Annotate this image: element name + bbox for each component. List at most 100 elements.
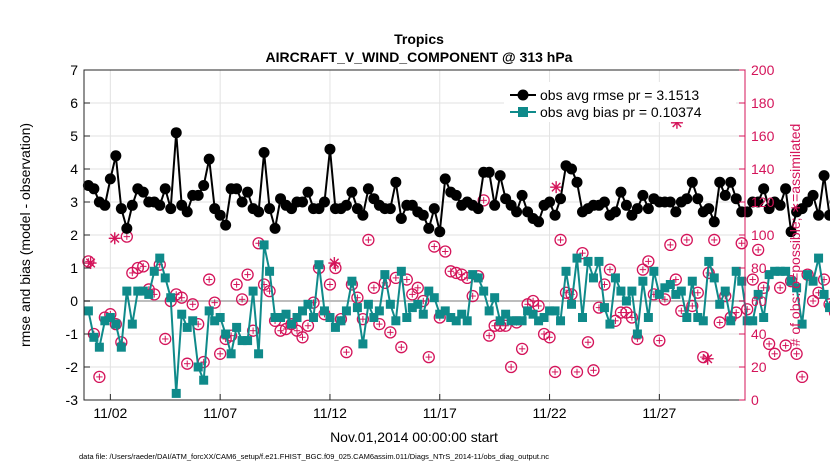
obs-possible-point xyxy=(203,273,216,286)
bias-point xyxy=(654,289,664,299)
obs-assimilated-ray xyxy=(551,182,561,192)
bias-point xyxy=(512,316,522,326)
bias-point xyxy=(649,266,659,276)
chart-subtitle: AIRCRAFT_V_WIND_COMPONENT @ 313 hPa xyxy=(266,49,573,65)
rmse-point xyxy=(516,189,528,201)
obs-possible-ring xyxy=(395,341,408,354)
obs-possible-ring xyxy=(340,345,353,359)
bias-point xyxy=(748,316,758,326)
obs-possible-point xyxy=(395,341,408,354)
rmse-point xyxy=(544,196,556,208)
obs-possible-point xyxy=(752,243,765,257)
rmse-point xyxy=(549,209,561,221)
obs-possible-point xyxy=(581,336,595,349)
rmse-point xyxy=(631,203,643,215)
obs-possible-point xyxy=(235,293,249,306)
bias-point xyxy=(138,286,148,296)
obs-possible-point xyxy=(658,293,671,306)
rmse-point xyxy=(297,196,309,208)
bias-point xyxy=(720,286,730,296)
obs-possible-ring xyxy=(466,289,479,303)
obs-possible-ring xyxy=(356,312,370,326)
rmse-point xyxy=(439,173,451,185)
bias-point xyxy=(385,299,395,309)
data-file-footer: data file: /Users/raeder/DAI/ATM_forcXX/… xyxy=(79,452,549,461)
obs-assimilated-point xyxy=(84,257,97,270)
bias-point xyxy=(363,299,373,309)
obs-possible-ring xyxy=(763,337,776,351)
bias-point xyxy=(495,316,505,326)
bias-point xyxy=(660,283,670,293)
obs-possible-point xyxy=(625,311,639,324)
obs-possible-point xyxy=(137,260,150,273)
rmse-point xyxy=(555,193,567,205)
bias-point xyxy=(259,240,269,250)
obs-possible-ring xyxy=(752,243,765,257)
rmse-point xyxy=(637,189,649,201)
obs-assimilated-ray xyxy=(85,258,96,268)
bias-point xyxy=(545,306,555,316)
bias-point xyxy=(797,319,807,329)
obs-possible-point xyxy=(214,347,227,360)
rmse-point xyxy=(571,176,583,188)
bias-point xyxy=(193,362,203,372)
bias-point xyxy=(243,336,253,346)
obs-possible-ring xyxy=(548,365,562,379)
obs-possible-ring xyxy=(713,316,726,329)
obs-possible-point xyxy=(664,238,677,252)
chart-title: Tropics xyxy=(394,31,444,47)
obs-possible-ring xyxy=(779,339,792,352)
obs-possible-point xyxy=(384,326,397,339)
obs-possible-point xyxy=(548,365,562,379)
x-tick-label: 11/27 xyxy=(642,405,676,421)
bias-point xyxy=(473,273,483,283)
obs-assimilated-point xyxy=(328,257,341,270)
rmse-point xyxy=(395,213,407,224)
bias-point xyxy=(391,316,401,326)
obs-possible-ring xyxy=(664,238,677,252)
rmse-point xyxy=(203,153,215,165)
bias-point xyxy=(742,316,752,326)
bias-point xyxy=(298,306,308,316)
obs-possible-point xyxy=(373,317,386,331)
obs-possible-point xyxy=(181,357,194,370)
obs-possible-ring xyxy=(499,319,512,332)
rmse-point xyxy=(231,183,243,195)
obs-possible-ring xyxy=(159,332,172,346)
x-tick-label: 11/12 xyxy=(313,405,347,421)
y2-axis-label: # of obs: o=possible; ∗=assimilated xyxy=(787,124,803,347)
bias-point xyxy=(621,296,631,306)
rmse-point xyxy=(494,170,506,182)
obs-possible-ring xyxy=(362,233,375,247)
bias-point xyxy=(759,313,769,322)
bias-point xyxy=(418,309,428,319)
bias-point xyxy=(781,266,791,276)
bias-point xyxy=(380,270,390,280)
obs-possible-point xyxy=(499,319,512,332)
bias-point xyxy=(715,299,725,309)
bias-point xyxy=(265,266,275,276)
bias-point xyxy=(539,313,549,322)
obs-possible-point xyxy=(241,268,254,281)
obs-possible-point xyxy=(301,319,315,332)
bias-point xyxy=(281,309,291,319)
bias-point xyxy=(402,313,412,322)
rmse-point xyxy=(692,193,704,205)
rmse-point xyxy=(126,199,138,211)
bias-point xyxy=(698,316,708,326)
obs-possible-point xyxy=(686,299,699,313)
bias-point xyxy=(199,375,209,385)
bias-point xyxy=(803,270,813,280)
bias-point xyxy=(303,299,313,309)
rmse-point xyxy=(88,183,100,195)
rmse-point xyxy=(813,209,825,221)
bias-point xyxy=(122,286,132,296)
bias-point xyxy=(731,266,741,276)
obs-possible-point xyxy=(422,350,435,364)
bias-point xyxy=(446,313,456,322)
rmse-point xyxy=(159,183,171,195)
bias-point xyxy=(374,306,384,316)
obs-possible-ring xyxy=(439,245,452,258)
bias-point xyxy=(627,286,637,296)
y-tick-label: 0 xyxy=(70,293,78,309)
